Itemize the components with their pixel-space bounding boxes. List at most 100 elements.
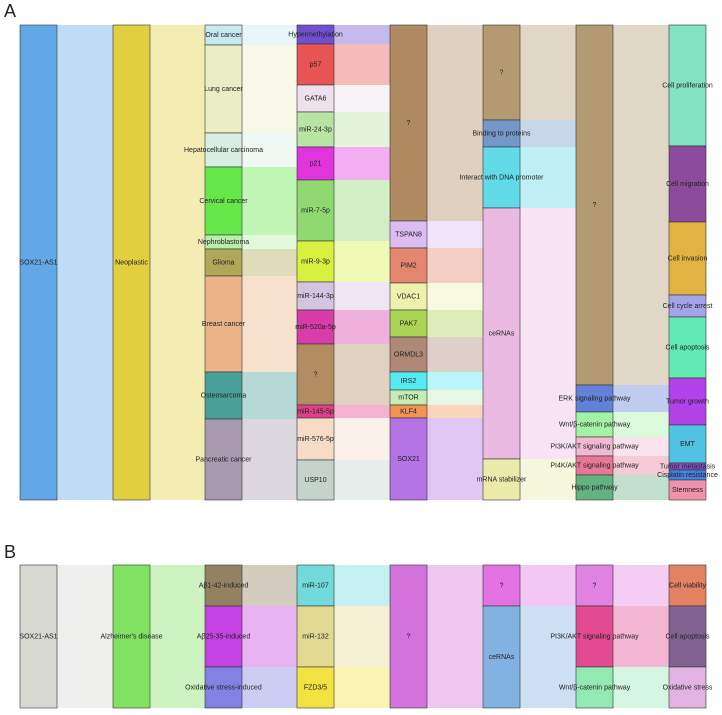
flow-band: [613, 412, 669, 437]
flow-band: [427, 25, 483, 221]
node: [296, 281, 335, 311]
links: [57, 25, 669, 500]
flow-band: [613, 565, 669, 606]
node-label: VDAC1: [397, 293, 420, 300]
flow-band: [520, 208, 576, 459]
node: [204, 564, 243, 607]
node-label: ?: [407, 120, 411, 127]
node-label: Hippo pathway: [571, 484, 618, 491]
node: [204, 132, 243, 168]
node-label: Cell apoptosis: [666, 344, 710, 351]
node-label: p57: [310, 61, 322, 68]
flow-band: [242, 133, 297, 167]
node: [296, 605, 335, 668]
node: [296, 417, 335, 461]
node-label: PI3K/AKT signaling pathway: [550, 633, 639, 640]
node: [389, 282, 428, 311]
flow-band: [334, 310, 390, 344]
node-label: Cisplatin resistance: [657, 472, 718, 479]
flow-band: [334, 241, 390, 282]
node-label: miR-24-3p: [299, 126, 332, 133]
node-label: Cell proliferation: [662, 82, 713, 89]
flow-band: [57, 565, 113, 708]
flow-band: [242, 167, 297, 235]
node-label: FZD3/5: [304, 684, 327, 691]
node: [204, 166, 243, 236]
node-label: Oxidative stress-induced: [185, 684, 262, 691]
node: [575, 666, 614, 709]
flow-band: [242, 25, 297, 45]
node: [668, 605, 707, 668]
node-label: Cell invasion: [668, 255, 708, 262]
node: [112, 564, 151, 709]
flow-band: [613, 437, 669, 456]
flow-band: [427, 405, 483, 418]
node: [668, 424, 707, 464]
node-label: miR-132: [302, 633, 329, 640]
node: [575, 564, 614, 607]
node: [482, 564, 521, 607]
node-label: Cervical cancer: [199, 198, 248, 205]
flow-band: [613, 456, 669, 475]
node-label: ?: [593, 582, 597, 589]
node-label: Cell cycle arrest: [663, 303, 713, 310]
flow-band: [334, 25, 390, 44]
flow-band: [520, 147, 576, 208]
node-label: Tumor metastasis: [660, 463, 716, 470]
flow-band: [334, 418, 390, 460]
node: [204, 605, 243, 668]
node-label: KLF4: [400, 408, 417, 415]
node-label: Pancreatic cancer: [195, 456, 252, 463]
node-label: Tumor growth: [666, 398, 709, 405]
flow-band: [150, 565, 205, 708]
flow-band: [520, 25, 576, 120]
node: [204, 371, 243, 420]
node: [296, 84, 335, 113]
flow-band: [242, 249, 297, 276]
node-label: p21: [310, 160, 322, 167]
node-label: mRNA stabilizer: [477, 476, 527, 483]
flow-band: [242, 565, 297, 606]
node-label: miR-7-5p: [301, 207, 330, 214]
node-label: IRS2: [401, 378, 417, 385]
nodes: SOX21-AS1 Neoplastic Oral cancer Lung cance…: [19, 24, 718, 501]
flow-band: [334, 667, 390, 708]
node-label: PI3K/AKT signaling pathway: [550, 443, 639, 450]
flow-band: [334, 606, 390, 667]
node-label: Nephroblastoma: [198, 239, 249, 246]
nodes: SOX21-AS1 Alzheimer's disease Aβ1-42-induc…: [19, 564, 713, 709]
flow-band: [334, 405, 390, 418]
node: [389, 220, 428, 249]
node-label: miR-9-3p: [301, 258, 330, 265]
node: [575, 474, 614, 501]
node-label: miR-520a-5p: [295, 324, 336, 331]
node: [204, 666, 243, 709]
node-label: Interact with DNA promoter: [459, 174, 544, 181]
node: [389, 564, 428, 709]
node-label: Glioma: [212, 259, 234, 266]
node: [668, 479, 707, 501]
node-label: USP10: [304, 477, 326, 484]
node: [296, 666, 335, 709]
node-label: Oxidative stress: [663, 684, 713, 691]
node-label: ?: [500, 582, 504, 589]
flow-band: [520, 120, 576, 147]
flow-band: [334, 282, 390, 310]
node-label: SOX21-AS1: [19, 259, 57, 266]
node: [296, 564, 335, 607]
node-label: Wnt/β-catenin pathway: [559, 684, 631, 691]
node-label: Alzheimer's disease: [100, 633, 162, 640]
node: [668, 377, 707, 426]
links: [57, 565, 669, 708]
flow-band: [150, 25, 205, 500]
node: [482, 458, 521, 501]
flow-band: [334, 85, 390, 112]
flow-band: [242, 419, 297, 500]
node-label: miR-145-5p: [297, 408, 334, 415]
node: [482, 146, 521, 209]
node: [19, 564, 58, 709]
flow-band: [613, 385, 669, 412]
flow-band: [57, 25, 113, 500]
flow-band: [427, 283, 483, 310]
node: [668, 24, 707, 147]
